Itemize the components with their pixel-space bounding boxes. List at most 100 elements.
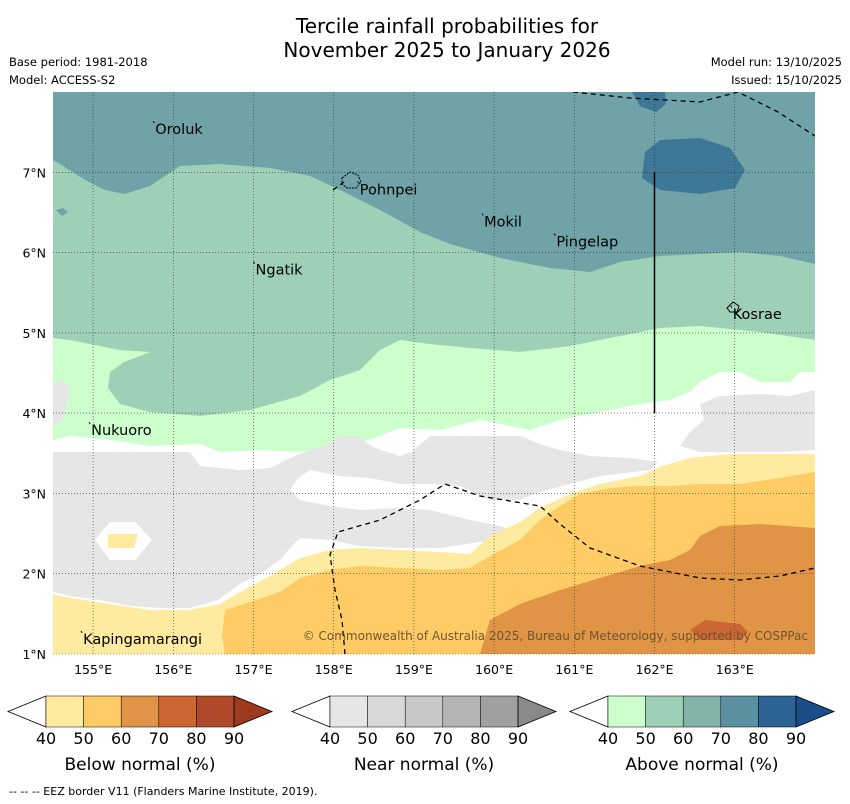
colorbar-near-tick: 60 <box>395 729 415 748</box>
latitude-tick-labels: 1°N 2°N 3°N 4°N 5°N 6°N 7°N <box>22 165 46 662</box>
near-normal-40-50-west <box>53 380 70 424</box>
longitude-tick-labels: 155°E 156°E 157°E 158°E 159°E 160°E 161°E 162°E… <box>74 662 754 677</box>
lon-tick-label: 162°E <box>636 662 674 677</box>
colorbar-above-tick: 60 <box>673 729 693 748</box>
colorbar-below-tick: 90 <box>224 729 244 748</box>
place-marker-oroluk <box>152 120 155 124</box>
colorbar-above-tick: 90 <box>786 729 806 748</box>
lat-tick-label: 3°N <box>22 486 46 501</box>
colorbar-near-tick: 90 <box>508 729 528 748</box>
colorbar-above-tick: 70 <box>711 729 731 748</box>
place-labels: Oroluk Pohnpei Mokil Pingelap Ngatik Kosrae Nu… <box>80 120 782 648</box>
place-marker-mokil <box>481 213 484 216</box>
lon-tick-label: 158°E <box>315 662 353 677</box>
place-label-kapingamarangi: Kapingamarangi <box>83 632 202 648</box>
colorbar-below-segment <box>120 695 160 728</box>
lat-tick-label: 5°N <box>22 326 46 341</box>
lon-tick-label: 156°E <box>154 662 192 677</box>
above-normal-70-80 <box>642 138 745 194</box>
colorbar-above-tick: 50 <box>635 729 655 748</box>
below-normal-60-70 <box>480 524 815 654</box>
colorbar-near: 40 50 60 70 80 90 <box>290 695 558 748</box>
gridlines <box>53 92 815 655</box>
lat-tick-label: 1°N <box>22 647 46 662</box>
colorbar-near-tick: 40 <box>320 729 340 748</box>
lat-tick-label: 2°N <box>22 567 46 582</box>
colorbar-below-segment <box>83 695 122 728</box>
lon-tick-label: 155°E <box>74 662 112 677</box>
colorbar-above-tick: 80 <box>748 729 768 748</box>
colorbar-above-tick: 40 <box>598 729 618 748</box>
colorbar-below-segment <box>158 695 197 728</box>
below-normal-40-50-patch <box>108 534 138 548</box>
colorbar-above: 40 50 60 70 80 90 <box>568 695 836 748</box>
eez-borders <box>329 92 815 654</box>
eez-border-south <box>329 483 815 654</box>
colorbar-below-min-arrow <box>6 695 47 728</box>
place-marker-nukuoro <box>88 421 91 425</box>
lat-tick-label: 6°N <box>22 246 46 261</box>
colorbar-label-below: Below normal (%) <box>64 755 216 775</box>
colorbar-label-above: Above normal (%) <box>625 755 779 775</box>
colorbar-above-segment <box>720 695 759 728</box>
chart-title: Tercile rainfall probabilities for Novem… <box>0 14 850 62</box>
colorbar-near-segment <box>480 695 519 728</box>
lon-tick-label: 163°E <box>716 662 754 677</box>
below-normal-70-80 <box>690 620 748 640</box>
issued-date: Issued: 15/10/2025 <box>731 73 842 87</box>
colorbar-near-min-arrow <box>290 695 331 728</box>
colorbar-near-max-arrow <box>517 695 558 728</box>
title-line-1: Tercile rainfall probabilities for <box>295 14 599 38</box>
place-label-pingelap: Pingelap <box>556 235 618 251</box>
place-label-nukuoro: Nukuoro <box>91 423 152 439</box>
pohnpei-island-shape <box>341 171 362 189</box>
colorbar-below-tick: 50 <box>73 729 93 748</box>
lat-tick-label: 4°N <box>22 406 46 421</box>
model-run: Model run: 13/10/2025 <box>710 55 842 69</box>
colorbar-above-max-arrow <box>795 695 836 728</box>
colorbar-near-segment <box>442 695 481 728</box>
place-label-kosrae: Kosrae <box>733 307 782 323</box>
colorbar-near-tick: 70 <box>433 729 453 748</box>
lat-tick-label: 7°N <box>22 165 46 180</box>
colorbar-above-segment <box>645 695 684 728</box>
eez-footnote: -- -- -- EEZ border V11 (Flanders Marine… <box>9 785 318 798</box>
place-marker-pingelap <box>553 233 556 236</box>
place-marker-kapingamarangi <box>80 630 83 634</box>
base-period: Base period: 1981-2018 <box>9 55 148 69</box>
colorbar-above-segment <box>758 695 797 728</box>
place-label-oroluk: Oroluk <box>155 122 203 138</box>
title-line-2: November 2025 to January 2026 <box>283 38 611 62</box>
colorbar-near-tick: 50 <box>357 729 377 748</box>
lon-tick-label: 159°E <box>395 662 433 677</box>
colorbar-below-max-arrow <box>233 695 274 728</box>
colorbars: 40 50 60 70 80 90 40 50 60 70 80 90 40 50 60 70 80 90 <box>6 695 836 748</box>
colorbar-above-segment <box>607 695 646 728</box>
colorbar-label-near: Near normal (%) <box>353 755 495 775</box>
lon-tick-label: 161°E <box>555 662 593 677</box>
above-normal-60-70-patch <box>56 208 68 216</box>
near-normal-40-50-center <box>53 436 658 608</box>
above-normal-60-70 <box>53 92 815 272</box>
metadata-left: Base period: 1981-2018 Model: ACCESS-S2 <box>9 53 148 89</box>
place-label-pohnpei: Pohnpei <box>360 182 418 198</box>
colorbar-below-tick: 40 <box>36 729 56 748</box>
above-normal-70-80-top <box>632 92 666 112</box>
place-marker-kosrae <box>730 305 733 308</box>
colorbar-above-segment <box>682 695 722 728</box>
colorbar-below-tick: 60 <box>111 729 131 748</box>
model-name: Model: ACCESS-S2 <box>9 73 116 87</box>
colorbar-near-tick: 80 <box>470 729 490 748</box>
kosrae-island-shape <box>726 301 740 313</box>
colorbar-near-segment <box>367 695 406 728</box>
lon-tick-label: 160°E <box>475 662 513 677</box>
place-label-mokil: Mokil <box>484 214 522 230</box>
place-label-ngatik: Ngatik <box>256 263 304 279</box>
copyright-notice: © Commonwealth of Australia 2025, Bureau… <box>303 629 808 643</box>
colorbar-near-segment <box>404 695 444 728</box>
eez-border-pohnpei <box>332 181 345 191</box>
metadata-right: Model run: 13/10/2025 Issued: 15/10/2025 <box>711 53 842 89</box>
place-marker-pohnpei <box>357 181 360 184</box>
colorbar-below-segment <box>45 695 84 728</box>
